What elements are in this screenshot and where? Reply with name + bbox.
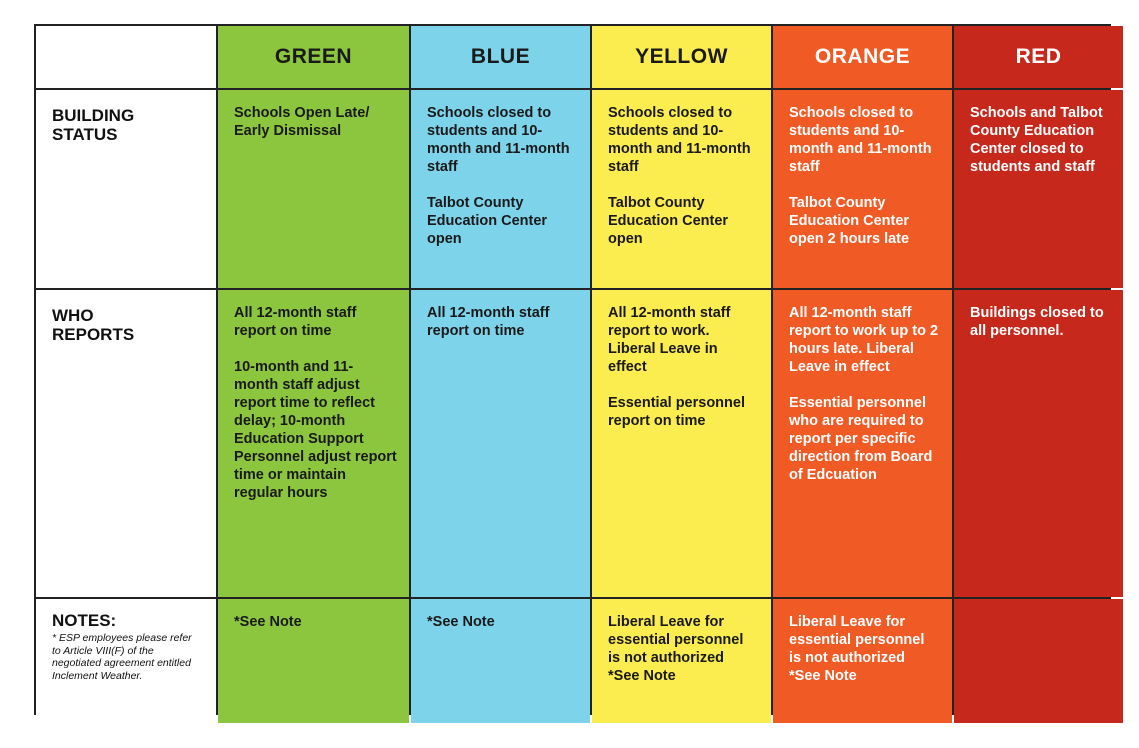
cell-text: All 12-month staff report to work. Liber…	[608, 305, 731, 375]
cell-reports-yellow: All 12-month staff report to work. Liber…	[592, 290, 771, 597]
cell-text: All 12-month staff report on time	[427, 305, 550, 339]
cell-text: *See Note	[789, 668, 857, 684]
cell-text: Essential personnel report on time	[608, 395, 745, 429]
cell-text: Liberal Leave for essential personnel is…	[608, 614, 744, 666]
cell-notes-red	[954, 599, 1123, 723]
cell-building-red: Schools and Talbot County Education Cent…	[954, 90, 1123, 288]
cell-text: Schools closed to students and 10-month …	[608, 105, 751, 175]
header-yellow: YELLOW	[592, 26, 771, 88]
header-red: RED	[954, 26, 1123, 88]
header-green: GREEN	[218, 26, 409, 88]
header-blue: BLUE	[411, 26, 590, 88]
cell-text: Buildings closed to all personnel.	[970, 305, 1104, 339]
cell-text: Schools closed to students and 10-month …	[427, 105, 570, 175]
row-label-notes: NOTES: * ESP employees please refer to A…	[36, 599, 216, 723]
cell-building-yellow: Schools closed to students and 10-month …	[592, 90, 771, 288]
row-label-building-status: BUILDING STATUS	[36, 90, 216, 288]
cell-text: *See Note	[427, 614, 495, 630]
table-corner	[36, 26, 216, 88]
cell-text: Talbot County Education Center open	[427, 195, 548, 247]
cell-building-orange: Schools closed to students and 10-month …	[773, 90, 952, 288]
notes-text: * ESP employees please refer to Article …	[52, 632, 192, 682]
cell-notes-yellow: Liberal Leave for essential personnel is…	[592, 599, 771, 723]
cell-text: Schools Open Late/ Early Dismissal	[234, 105, 370, 139]
cell-text: 10-month and 11- month staff adjust repo…	[234, 359, 397, 501]
cell-text: Talbot County Education Center open 2 ho…	[789, 195, 910, 247]
cell-reports-green: All 12-month staff report on time 10-mon…	[218, 290, 409, 597]
row-label-line: BUILDING	[52, 106, 135, 125]
cell-reports-orange: All 12-month staff report to work up to …	[773, 290, 952, 597]
cell-text: All 12-month staff report on time	[234, 305, 357, 339]
cell-text: Liberal Leave for essential personnel is…	[789, 614, 925, 666]
cell-reports-red: Buildings closed to all personnel.	[954, 290, 1123, 597]
row-label-who-reports: WHO REPORTS	[36, 290, 216, 597]
row-label-line: REPORTS	[52, 325, 135, 344]
cell-notes-green: *See Note	[218, 599, 409, 723]
header-orange: ORANGE	[773, 26, 952, 88]
cell-building-green: Schools Open Late/ Early Dismissal	[218, 90, 409, 288]
cell-text: Talbot County Education Center open	[608, 195, 729, 247]
cell-text: Schools closed to students and 10-month …	[789, 105, 932, 175]
status-table: GREEN BLUE YELLOW ORANGE RED BUILDING ST…	[34, 24, 1123, 723]
cell-building-blue: Schools closed to students and 10-month …	[411, 90, 590, 288]
cell-notes-blue: *See Note	[411, 599, 590, 723]
notes-title: NOTES:	[52, 611, 117, 630]
cell-text: All 12-month staff report to work up to …	[789, 305, 939, 375]
cell-text: Schools and Talbot County Education Cent…	[970, 105, 1103, 175]
cell-text: *See Note	[234, 614, 302, 630]
cell-text: Essential personnel who are required to …	[789, 395, 933, 483]
row-label-line: STATUS	[52, 125, 118, 144]
cell-reports-blue: All 12-month staff report on time	[411, 290, 590, 597]
cell-text: *See Note	[608, 668, 676, 684]
cell-notes-orange: Liberal Leave for essential personnel is…	[773, 599, 952, 723]
row-label-line: WHO	[52, 306, 94, 325]
